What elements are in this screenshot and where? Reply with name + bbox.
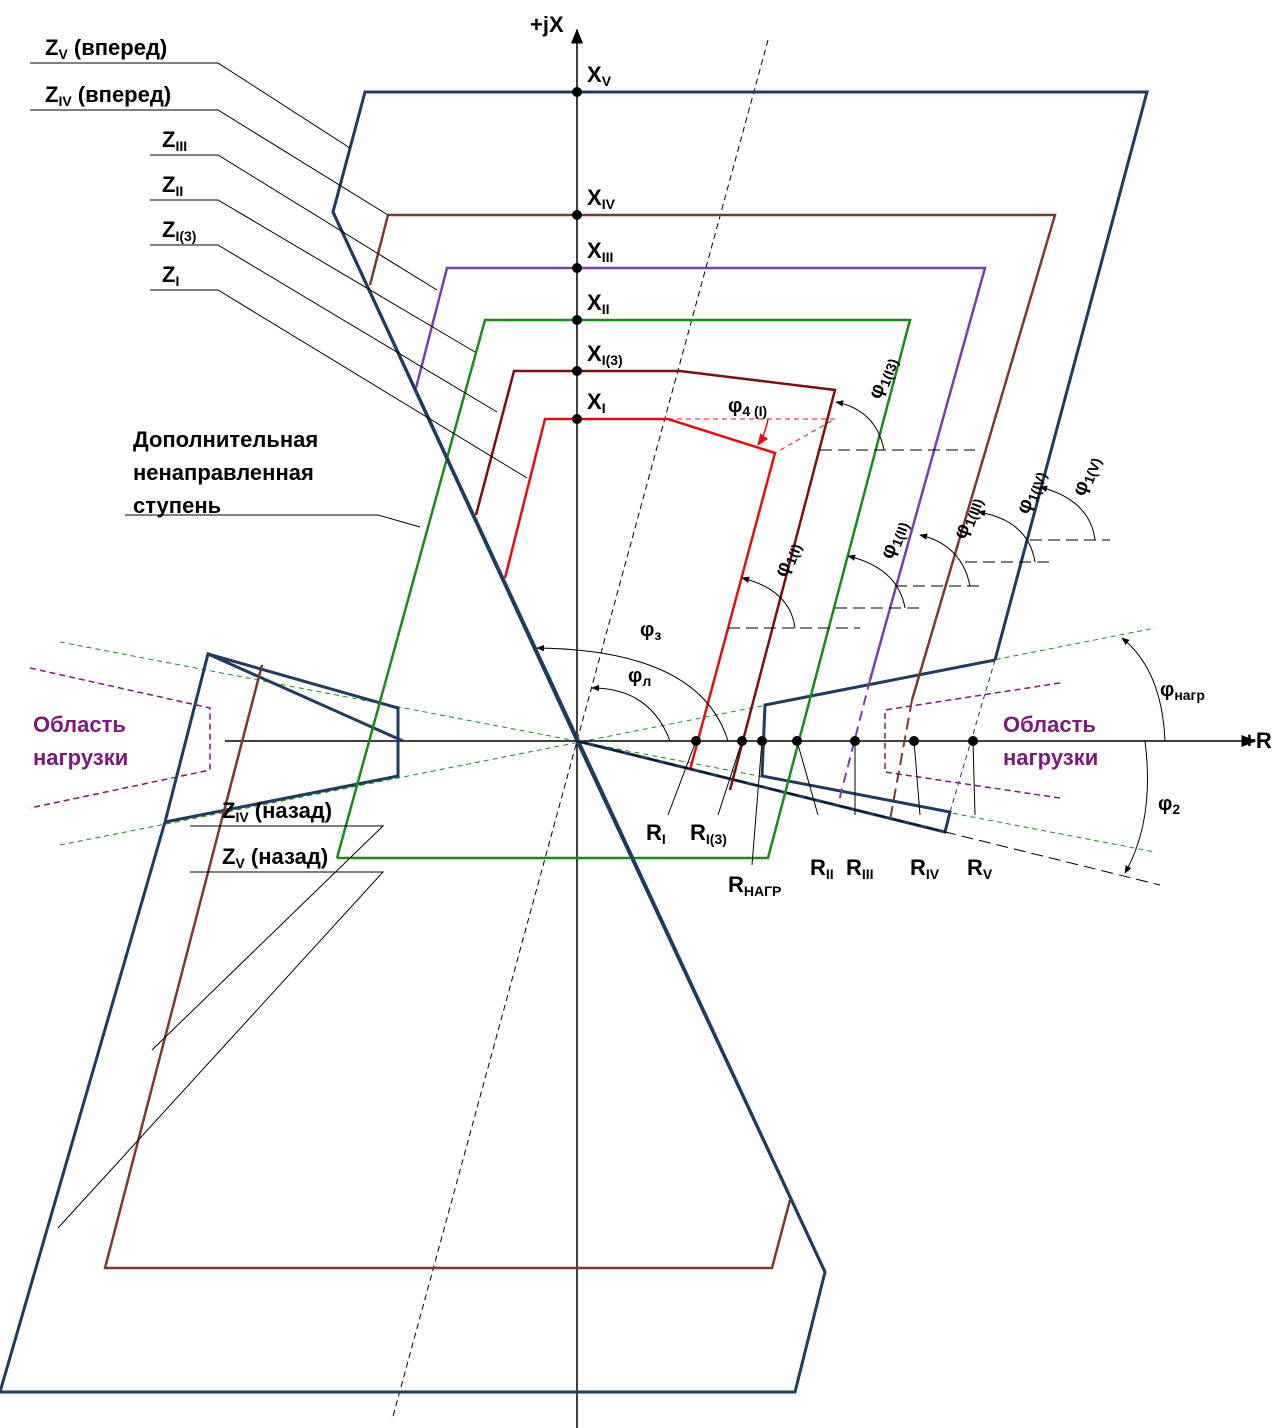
zone-i-dashed-extension: [668, 418, 837, 454]
label-ziii: ZIII: [162, 127, 187, 154]
phi1-i3-arc: [835, 400, 885, 451]
label-phi1-v: φ1(V): [1068, 453, 1104, 500]
label-xiii: XIII: [587, 238, 613, 265]
label-zi3: ZI(3): [162, 217, 196, 244]
zone-i: [503, 417, 777, 771]
load-area-right-line1: Область: [1003, 712, 1096, 737]
load-area-right-line2: нагрузки: [1003, 745, 1098, 770]
label-rload: RНАГР: [728, 872, 781, 899]
label-phi1-iv: φ1(IV): [1012, 467, 1050, 517]
zone-iv-dashed-right: [889, 699, 913, 821]
line-char-angle-dashed: [391, 39, 769, 1421]
phi1-iv-arc: [977, 509, 1036, 563]
label-rv: RV: [967, 855, 993, 882]
zone-iv-forward: [368, 213, 1057, 701]
label-phi4-i: φ4 (I): [728, 395, 767, 419]
label-leaders-top: [30, 62, 528, 1229]
label-ri3: RI(3): [690, 820, 727, 847]
phi2-reference-line: [576, 740, 1161, 886]
zone-v-load-cut-left: [164, 652, 400, 824]
r-axis-label: +R: [1243, 728, 1272, 753]
label-rii: RII: [810, 855, 834, 882]
extra-stage-line1: Дополнительная: [133, 427, 318, 452]
zone-v-dashed-left: [164, 653, 209, 823]
label-riii: RIII: [846, 855, 874, 882]
phi3-arc: [536, 644, 729, 742]
label-phi2: φ2: [1158, 793, 1180, 817]
phi1-ii-arc: [847, 554, 906, 609]
label-phi3: φз: [640, 619, 661, 643]
phi1-iii-arc: [919, 533, 971, 587]
label-phil: φл: [628, 665, 651, 689]
label-zv-forward: ZV (вперед): [45, 35, 167, 62]
zone-v-dashed-right: [949, 659, 996, 813]
x-axis-label: +jX: [530, 12, 564, 37]
label-zi: ZI: [162, 262, 179, 289]
label-xi3: XI(3): [587, 341, 623, 368]
zone-iv-dashed-left: [221, 664, 263, 821]
label-xi: XI: [587, 389, 606, 416]
label-xiv: XIV: [587, 185, 616, 212]
phil-arc: [591, 684, 671, 742]
label-zii: ZII: [162, 172, 183, 199]
r-point-leaders: [667, 740, 976, 866]
label-phi1-i: φ1(I): [770, 539, 805, 580]
phi1-i-arc: [741, 576, 796, 629]
load-area-left-shape: [29, 667, 211, 809]
label-xii: XII: [587, 290, 609, 317]
label-riv: RIV: [910, 855, 940, 882]
zone-ii: [335, 318, 912, 860]
label-ziv-forward: ZIV (вперед): [45, 82, 171, 109]
extra-stage-line2: ненаправленная: [133, 460, 314, 485]
label-phi1-iii: φ1(III): [949, 494, 986, 543]
label-phi1-ii: φ1(II): [876, 517, 912, 562]
phi2-arc: [1124, 740, 1148, 874]
load-area-left-line2: нагрузки: [33, 745, 128, 770]
load-boundary-lower-green: [59, 641, 1156, 853]
phi1-v-arc: [1039, 485, 1096, 541]
phi4-arc: [757, 418, 769, 446]
extra-stage-line3: ступень: [133, 493, 221, 518]
label-ziv-backward: ZIV (назад): [222, 798, 332, 825]
load-area-left-line1: Область: [33, 712, 126, 737]
label-phi-load: φнагр: [1160, 679, 1205, 703]
label-ri: RI: [646, 820, 666, 847]
zone-iv-backward: [103, 664, 792, 1270]
x-point-markers: [572, 87, 582, 424]
phi-load-arc: [1121, 637, 1166, 742]
zone-iii: [414, 266, 987, 681]
label-zv-backward: ZV (назад): [222, 844, 328, 871]
zone-i3: [474, 369, 837, 791]
zone-v-forward: [163, 651, 404, 823]
label-xv: XV: [587, 62, 612, 89]
